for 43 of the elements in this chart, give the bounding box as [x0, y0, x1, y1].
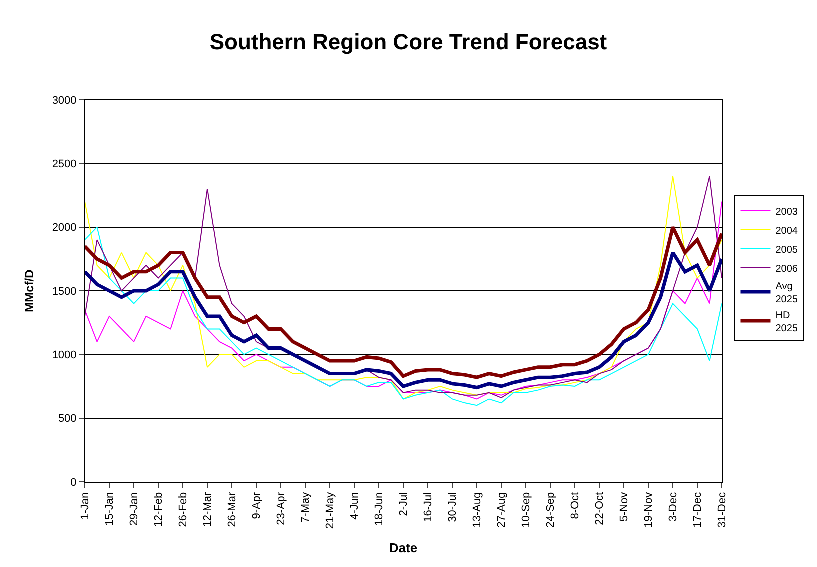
chart-title: Southern Region Core Trend Forecast [210, 29, 608, 54]
x-axis-title: Date [389, 540, 418, 556]
x-tick-label: 31-Dec [716, 492, 729, 528]
y-axis-title: MMcf/D [22, 269, 37, 312]
y-tick-label: 0 [70, 476, 77, 489]
x-tick-label: 3-Dec [668, 492, 680, 522]
y-tick-label: 3000 [52, 94, 77, 107]
y-tick-label: 1000 [52, 350, 77, 362]
legend-label: HD 2025 [776, 310, 798, 334]
x-tick-label: 29-Jan [128, 492, 141, 526]
x-tick-label: 7-May [300, 492, 312, 523]
x-tick-label: 27-Aug [496, 492, 508, 528]
x-tick-label: 8-Oct [570, 492, 582, 520]
x-tick-label: 26-Mar [226, 492, 239, 528]
y-tick-label: 2500 [52, 158, 77, 171]
legend-label: Avg 2025 [776, 281, 798, 306]
x-tick-label: 19-Nov [643, 492, 656, 528]
x-tick-label: 9-Apr [251, 492, 264, 520]
x-tick-label: 26-Feb [178, 492, 190, 528]
x-tick-label: 13-Aug [472, 492, 484, 528]
y-tick-label: 2000 [52, 222, 77, 234]
x-tick-label: 15-Jan [104, 492, 116, 526]
y-tick-label: 1500 [52, 286, 77, 298]
y-tick-label: 500 [58, 413, 77, 426]
legend-label: 2005 [776, 244, 798, 256]
x-tick-label: 10-Sep [520, 492, 533, 528]
x-tick-label: 12-Feb [153, 492, 166, 528]
x-tick-label: 5-Nov [618, 492, 631, 522]
x-tick-label: 12-Mar [202, 492, 214, 528]
x-tick-label: 22-Oct [594, 492, 606, 526]
legend-label: 2006 [776, 264, 798, 275]
x-tick-label: 2-Jul [398, 492, 410, 516]
legend-label: 2004 [776, 226, 798, 237]
x-tick-label: 30-Jul [447, 492, 460, 522]
x-tick-label: 18-Jun [374, 492, 386, 526]
x-tick-label: 4-Jun [349, 492, 362, 520]
x-tick-label: 1-Jan [80, 492, 92, 520]
x-tick-label: 17-Dec [692, 492, 704, 528]
x-tick-label: 23-Apr [276, 492, 288, 526]
legend-label: 2003 [776, 206, 798, 218]
x-tick-label: 21-May [324, 492, 337, 530]
x-tick-label: 16-Jul [422, 492, 435, 522]
x-tick-label: 24-Sep [545, 492, 558, 528]
